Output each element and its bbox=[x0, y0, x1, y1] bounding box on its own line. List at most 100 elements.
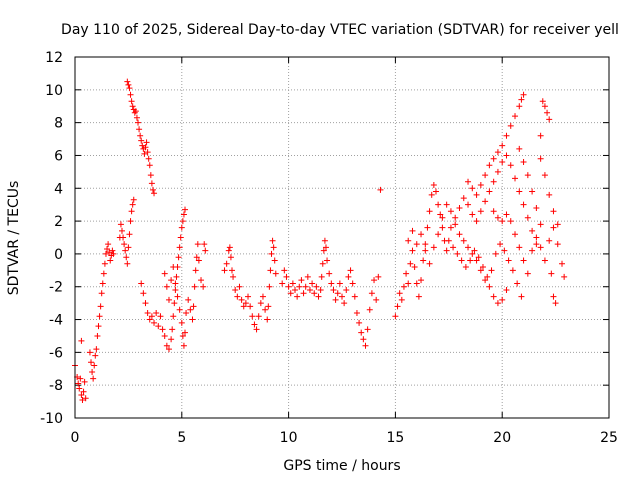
data-point bbox=[524, 172, 531, 179]
data-point bbox=[375, 273, 382, 280]
data-point bbox=[135, 119, 142, 126]
data-point bbox=[546, 237, 553, 244]
data-point bbox=[469, 211, 476, 218]
data-point bbox=[264, 316, 271, 323]
data-point bbox=[97, 303, 104, 310]
data-point bbox=[409, 247, 416, 254]
data-point bbox=[520, 201, 527, 208]
data-point bbox=[413, 280, 420, 287]
data-point bbox=[509, 267, 516, 274]
data-point bbox=[477, 181, 484, 188]
data-point bbox=[226, 244, 233, 251]
data-point bbox=[479, 264, 486, 271]
data-point bbox=[242, 300, 249, 307]
data-point bbox=[435, 231, 442, 238]
data-point bbox=[172, 287, 179, 294]
data-point bbox=[332, 296, 339, 303]
data-point bbox=[126, 231, 133, 238]
data-point bbox=[407, 260, 414, 267]
data-point bbox=[490, 293, 497, 300]
data-point bbox=[465, 201, 472, 208]
data-point bbox=[411, 264, 418, 271]
data-point bbox=[486, 162, 493, 169]
data-point bbox=[475, 254, 482, 261]
data-point bbox=[473, 191, 480, 198]
data-point bbox=[125, 81, 132, 88]
data-point bbox=[548, 270, 555, 277]
data-point bbox=[524, 270, 531, 277]
data-point bbox=[132, 108, 139, 115]
data-point bbox=[546, 116, 553, 123]
data-point bbox=[473, 218, 480, 225]
data-point bbox=[520, 159, 527, 166]
data-point bbox=[426, 260, 433, 267]
data-point bbox=[430, 244, 437, 251]
data-point bbox=[541, 172, 548, 179]
data-point bbox=[460, 237, 467, 244]
data-point bbox=[512, 175, 519, 182]
y-tick-label: 0 bbox=[54, 247, 63, 263]
data-point bbox=[163, 283, 170, 290]
data-point bbox=[554, 221, 561, 228]
y-tick-label: 4 bbox=[54, 181, 63, 197]
x-tick-label: 15 bbox=[386, 430, 404, 446]
data-point bbox=[351, 293, 358, 300]
data-point bbox=[259, 293, 266, 300]
data-point bbox=[309, 280, 316, 287]
data-point bbox=[516, 145, 523, 152]
data-point bbox=[100, 270, 107, 277]
data-point bbox=[151, 190, 158, 197]
data-point bbox=[356, 319, 363, 326]
data-point bbox=[91, 362, 98, 369]
data-point bbox=[328, 280, 335, 287]
data-point bbox=[537, 221, 544, 228]
data-point bbox=[494, 214, 501, 221]
data-point bbox=[227, 254, 234, 261]
data-point bbox=[142, 144, 149, 151]
data-point bbox=[234, 293, 241, 300]
data-point bbox=[490, 155, 497, 162]
data-point bbox=[129, 201, 136, 208]
data-point bbox=[109, 247, 116, 254]
plot-frame bbox=[74, 56, 610, 419]
data-point bbox=[163, 342, 170, 349]
y-tick-labels: -10 -8 -6 -4 -2 0 2 4 6 8 10 12 bbox=[40, 50, 63, 427]
data-points bbox=[72, 78, 568, 403]
data-point bbox=[138, 280, 145, 287]
data-point bbox=[187, 306, 194, 313]
data-point bbox=[514, 280, 521, 287]
data-point bbox=[456, 204, 463, 211]
data-point bbox=[268, 250, 275, 257]
data-point bbox=[238, 296, 245, 303]
data-point bbox=[124, 260, 131, 267]
data-point bbox=[552, 300, 559, 307]
data-point bbox=[486, 283, 493, 290]
data-point bbox=[123, 254, 130, 261]
data-point bbox=[432, 188, 439, 195]
data-point bbox=[257, 300, 264, 307]
data-point bbox=[484, 273, 491, 280]
data-point bbox=[193, 254, 200, 261]
data-point bbox=[176, 306, 183, 313]
data-point bbox=[494, 149, 501, 156]
data-point bbox=[149, 186, 156, 193]
data-point bbox=[320, 247, 327, 254]
data-point bbox=[377, 186, 384, 193]
data-point bbox=[362, 342, 369, 349]
data-point bbox=[394, 303, 401, 310]
data-point bbox=[77, 375, 84, 382]
data-point bbox=[272, 270, 279, 277]
data-point bbox=[492, 250, 499, 257]
data-point bbox=[78, 392, 85, 399]
data-point bbox=[503, 211, 510, 218]
data-point bbox=[447, 208, 454, 215]
data-point bbox=[368, 290, 375, 297]
data-point bbox=[168, 336, 175, 343]
data-point bbox=[409, 227, 416, 234]
data-point bbox=[490, 178, 497, 185]
data-point bbox=[465, 178, 472, 185]
data-point bbox=[270, 244, 277, 251]
data-point bbox=[118, 227, 125, 234]
data-point bbox=[161, 270, 168, 277]
data-point bbox=[396, 290, 403, 297]
